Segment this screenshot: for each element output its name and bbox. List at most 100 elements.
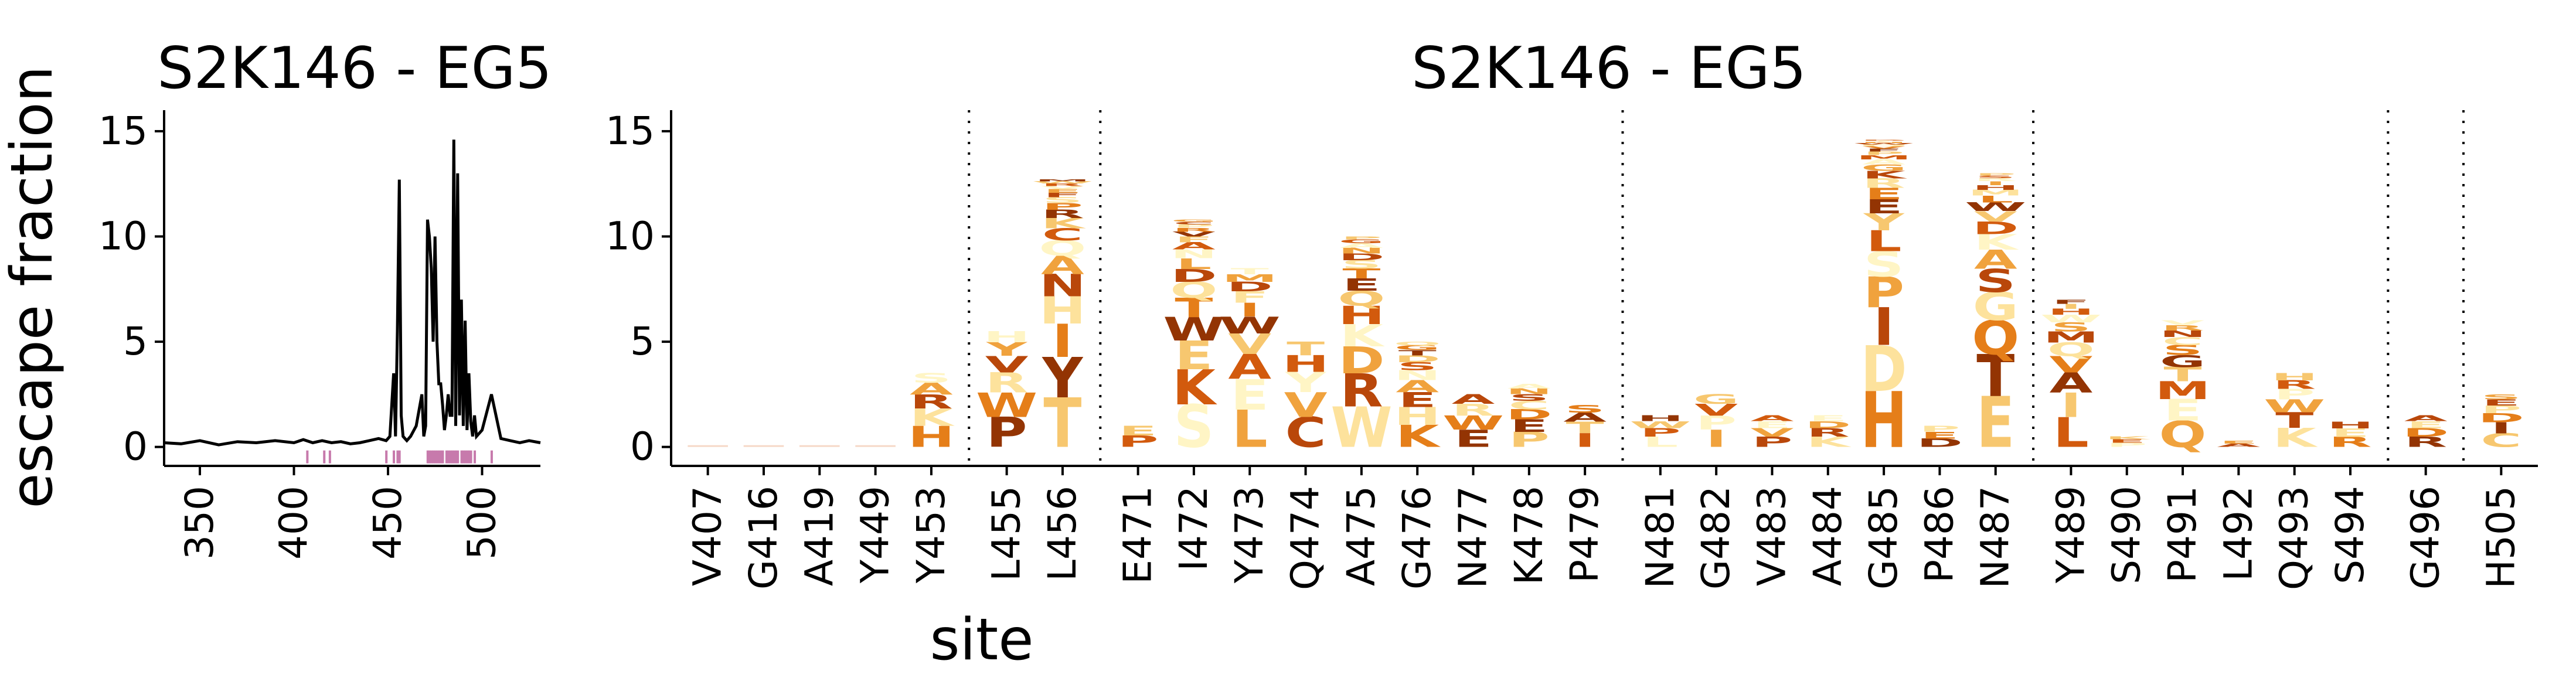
logo-letter: S bbox=[2481, 393, 2521, 401]
logo-letter: A bbox=[1452, 392, 1495, 407]
logo-letter: T bbox=[1342, 266, 1380, 282]
highlighted-sites-strip bbox=[306, 450, 493, 464]
logo-letter: W bbox=[1965, 200, 2026, 214]
logo-letter: P bbox=[2107, 441, 2148, 448]
logo-letter: P bbox=[1118, 432, 1159, 451]
logo-letter: W bbox=[2264, 396, 2325, 417]
logo-letter: V bbox=[1974, 209, 2017, 225]
highlighted-site-mark bbox=[385, 450, 388, 464]
logo-letter: P bbox=[1863, 151, 1904, 156]
logo-letter: V bbox=[2161, 319, 2205, 326]
site-tick-label: P491 bbox=[2160, 486, 2205, 583]
logo-letter: G bbox=[1339, 239, 1384, 244]
logo-letter: A bbox=[2217, 442, 2261, 448]
logo-letter: E bbox=[1342, 275, 1380, 295]
highlighted-site-mark bbox=[393, 450, 396, 464]
logo-letter: A bbox=[1340, 242, 1383, 249]
logo-letter: H bbox=[2048, 307, 2095, 317]
highlighted-site-mark bbox=[434, 450, 437, 464]
logo-letter: W bbox=[1442, 412, 1504, 435]
logo-letter: D bbox=[1805, 420, 1851, 431]
logo-letter: K bbox=[1340, 318, 1385, 353]
logo-letter: P bbox=[1919, 424, 1960, 433]
logo-letter: S bbox=[1864, 244, 1904, 284]
logo-letter: L bbox=[1232, 400, 1268, 459]
site-tick-label: Y453 bbox=[908, 486, 954, 584]
logo-letter: K bbox=[910, 404, 955, 432]
logo-letter: W bbox=[976, 386, 1037, 425]
logo-letter: D bbox=[1338, 252, 1384, 263]
logo-letter: C bbox=[1285, 408, 1326, 457]
logo-letter: S bbox=[1975, 175, 2016, 179]
logo-letter: E bbox=[1921, 430, 1959, 441]
site-tick-label: L456 bbox=[1040, 486, 1085, 581]
logo-letter: L bbox=[1978, 194, 2013, 205]
logo-letter: Q bbox=[1860, 144, 1908, 147]
logo-letter: R bbox=[2161, 323, 2204, 332]
logo-letter: Y bbox=[1285, 366, 1327, 399]
logo-stack: AE bbox=[2217, 440, 2261, 448]
logo-letter: E bbox=[2482, 398, 2520, 408]
logo-letter: Q bbox=[1170, 278, 1217, 303]
logo-letter: Y bbox=[1042, 346, 1083, 411]
logo-letter: I bbox=[1873, 297, 1894, 357]
highlighted-site-mark bbox=[432, 450, 435, 464]
highlighted-site-mark bbox=[469, 450, 472, 464]
logo-letter: K bbox=[2273, 423, 2318, 453]
logo-letter: M bbox=[1222, 273, 1278, 285]
highlighted-site-mark bbox=[449, 450, 452, 464]
logo-letter: I bbox=[1706, 425, 1726, 453]
logo-letter: R bbox=[1452, 401, 1495, 420]
site-tick-label: A419 bbox=[797, 486, 842, 586]
highlighted-site-mark bbox=[440, 450, 443, 464]
logo-letter: E bbox=[1809, 414, 1847, 423]
logo-letter: D bbox=[2403, 426, 2449, 440]
x-axis-label: site bbox=[930, 607, 1033, 673]
logo-stack bbox=[688, 445, 728, 447]
logo-letter: R bbox=[2273, 378, 2316, 391]
logo-letter: M bbox=[1856, 154, 1912, 161]
logo-letter: R bbox=[1974, 177, 2017, 182]
highlighted-site-mark bbox=[447, 450, 450, 464]
logo-letter: T bbox=[1398, 349, 1437, 357]
logo-letter: N bbox=[1394, 368, 1441, 384]
site-tick-label: A475 bbox=[1339, 486, 1384, 586]
site-tick-label: Q493 bbox=[2272, 486, 2317, 590]
site-tick-label: A484 bbox=[1805, 486, 1850, 586]
logo-letter: G bbox=[1693, 392, 1739, 407]
logo-letter: A bbox=[1563, 410, 1607, 425]
logo-letter: E bbox=[1865, 196, 1903, 218]
logo-letter: K bbox=[1806, 434, 1852, 450]
y-tick-label: 0 bbox=[630, 424, 655, 469]
highlighted-site-mark bbox=[435, 450, 438, 464]
logo-letter: I bbox=[1052, 314, 1073, 367]
logo-letter: N bbox=[1860, 141, 1907, 144]
logo-baseline-mark bbox=[855, 445, 896, 447]
logo-letter: N bbox=[1170, 247, 1217, 261]
logo-letter: H bbox=[984, 328, 1030, 346]
logo-letter: T bbox=[1231, 267, 1270, 277]
logo-letter: D bbox=[2478, 411, 2524, 425]
site-tick-label: S494 bbox=[2327, 486, 2373, 584]
logo-letter: D bbox=[1861, 139, 1907, 141]
x-tick-label: 500 bbox=[459, 486, 504, 560]
logo-letter: D bbox=[1917, 437, 1963, 450]
highlighted-site-mark bbox=[462, 450, 465, 464]
highlighted-site-mark bbox=[396, 450, 399, 464]
site-tick-label: G416 bbox=[741, 486, 786, 590]
highlighted-site-mark bbox=[445, 450, 448, 464]
logo-letter: R bbox=[1172, 227, 1215, 233]
logo-letter: S bbox=[2163, 343, 2203, 358]
logo-letter: N bbox=[1338, 246, 1385, 255]
logo-letter: S bbox=[1975, 263, 2016, 299]
logo-letter: E bbox=[1231, 371, 1269, 420]
logo-letter: M bbox=[2155, 377, 2211, 405]
site-tick-label: V483 bbox=[1749, 486, 1794, 586]
logo-letter: N bbox=[2159, 329, 2206, 339]
logo-letter: E bbox=[2220, 440, 2258, 445]
logo-letter: K bbox=[1172, 360, 1217, 415]
